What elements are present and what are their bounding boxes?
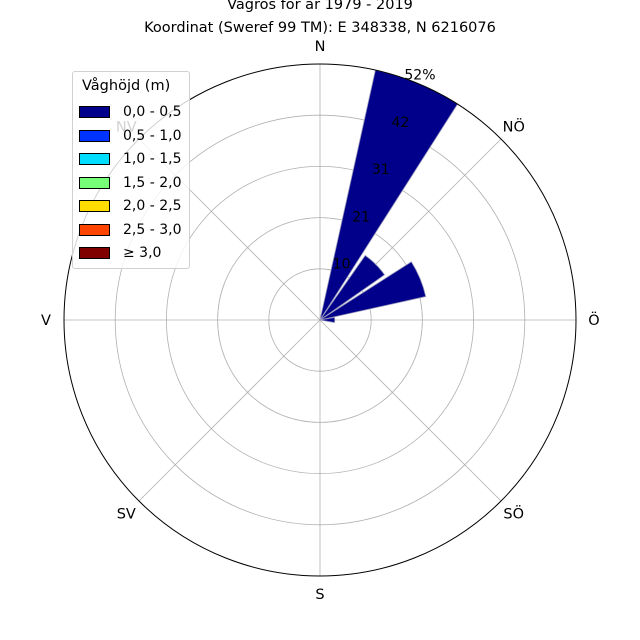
direction-label-V: V	[41, 313, 51, 329]
legend-swatch	[79, 176, 110, 189]
legend-item: 2,0 - 2,5	[79, 196, 181, 216]
legend-label: 0,0 - 0,5	[123, 104, 182, 120]
legend-item: 2,5 - 3,0	[79, 220, 181, 240]
direction-label-SÖ: SÖ	[503, 505, 524, 523]
legend-item: ≥ 3,0	[79, 243, 161, 263]
legend-item: 0,5 - 1,0	[79, 126, 181, 146]
legend-label: 2,0 - 2,5	[123, 198, 182, 214]
chart-subtitle: Koordinat (Sweref 99 TM): E 348338, N 62…	[144, 20, 496, 36]
radial-tick-label: 10	[333, 257, 351, 273]
sector-bar-3-0	[319, 316, 336, 324]
grid-spoke	[138, 319, 321, 502]
legend-label: 0,5 - 1,0	[123, 127, 182, 144]
legend-label: 1,0 - 1,5	[123, 151, 182, 167]
radial-tick-label: 42	[391, 115, 409, 131]
legend-swatch	[79, 153, 110, 165]
legend-swatch	[79, 106, 110, 118]
sector-bar-2-0	[319, 261, 427, 321]
direction-label-SV: SV	[117, 507, 136, 523]
legend-item: 1,5 - 2,0	[79, 173, 181, 193]
radial-tick-label: 21	[352, 209, 370, 225]
legend-item: 0,0 - 0,5	[79, 102, 181, 122]
direction-label-S: S	[315, 587, 324, 603]
direction-label-Ö: Ö	[588, 311, 599, 329]
chart-title: Vågros för år 1979 - 2019	[227, 0, 413, 13]
grid-spoke	[319, 319, 502, 502]
legend-swatch	[79, 247, 110, 259]
direction-label-NÖ: NÖ	[503, 117, 525, 135]
outer-circle	[63, 63, 577, 577]
legend-swatch	[79, 223, 110, 236]
sector-bar-1-0	[319, 254, 386, 321]
radial-tick-label: 31	[372, 162, 390, 178]
direction-label-N: N	[315, 39, 326, 55]
legend: Våghöjd (m) 0,0 - 0,5 0,5 - 1,0 1,0 - 1,5 1…	[72, 71, 190, 269]
legend-label: ≥ 3,0	[123, 245, 162, 261]
legend-title: Våghöjd (m)	[82, 78, 171, 94]
radial-tick-label: 52%	[404, 67, 435, 83]
legend-swatch	[79, 129, 110, 142]
legend-item: 1,0 - 1,5	[79, 149, 181, 169]
legend-swatch	[79, 200, 110, 212]
legend-label: 1,5 - 2,0	[123, 174, 182, 191]
legend-label: 2,5 - 3,0	[123, 221, 182, 238]
